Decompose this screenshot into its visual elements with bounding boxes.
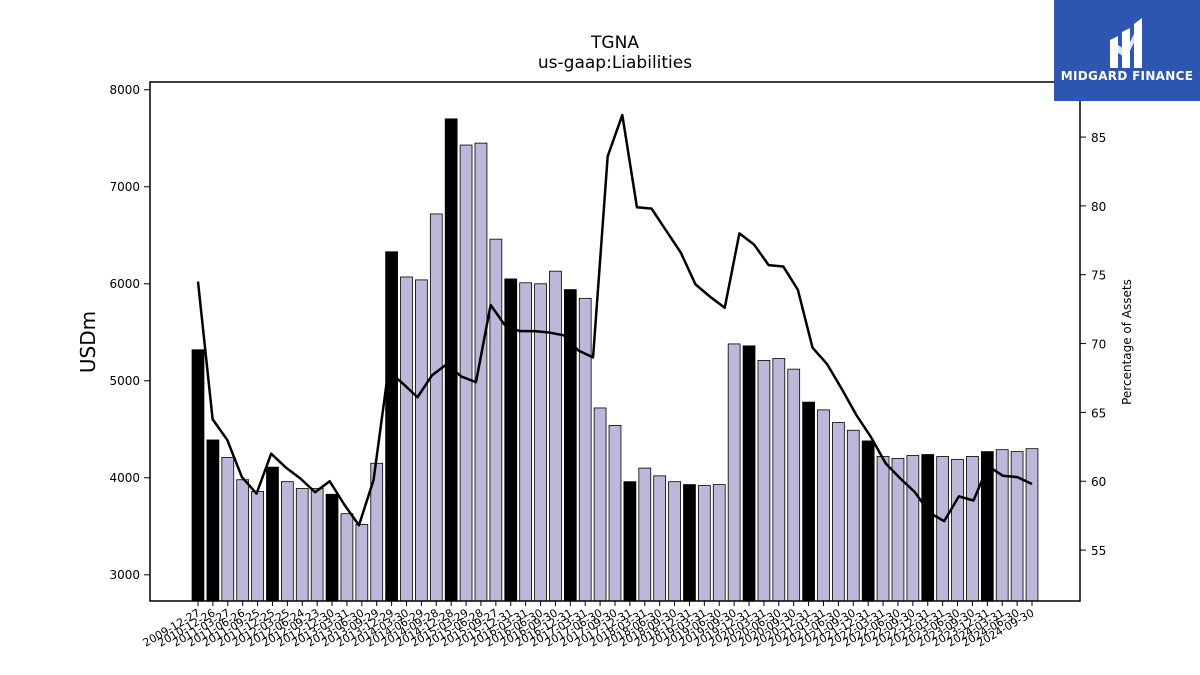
- bar: [802, 401, 815, 602]
- bar: [683, 484, 696, 602]
- y-tick-label: 7000: [109, 180, 140, 194]
- bar: [712, 484, 726, 602]
- bar: [653, 475, 667, 602]
- y2-tick-label: 60: [1091, 475, 1106, 489]
- line-series: [196, 113, 1033, 527]
- bar: [415, 279, 428, 602]
- bar-series: [191, 118, 1039, 602]
- bar: [355, 523, 369, 602]
- bar: [936, 456, 950, 602]
- y2-tick-label: 80: [1091, 200, 1106, 214]
- bar: [1010, 451, 1024, 602]
- bar: [623, 481, 637, 602]
- bar: [698, 485, 711, 602]
- y-tick-label: 3000: [109, 568, 140, 582]
- bar: [906, 455, 920, 602]
- bar: [191, 349, 205, 602]
- bar: [772, 358, 786, 602]
- bar: [1025, 448, 1039, 602]
- bar: [787, 368, 801, 602]
- chart-title: TGNA: [590, 33, 639, 53]
- bar: [638, 467, 652, 602]
- bar: [608, 425, 622, 602]
- bar: [817, 409, 830, 602]
- bar: [385, 251, 398, 602]
- bar: [757, 360, 771, 602]
- y-tick-label: 5000: [109, 374, 140, 388]
- y-tick-label: 4000: [109, 471, 140, 485]
- bar: [221, 457, 235, 602]
- y-tick-label: 8000: [109, 83, 140, 97]
- bar: [310, 488, 324, 602]
- x-axis: 2009-12-272010-12-262011-03-272011-06-26…: [141, 601, 1037, 650]
- y-axis-right: 55 60 65 70 75 80 85: [1080, 131, 1106, 558]
- bar: [280, 481, 294, 602]
- bar: [206, 439, 220, 602]
- bar: [966, 456, 979, 602]
- y2-tick-label: 75: [1091, 269, 1106, 283]
- y2-tick-label: 70: [1091, 338, 1106, 352]
- brand-name: MIDGARD FINANCE: [1060, 69, 1194, 83]
- y2-tick-label: 65: [1091, 406, 1106, 420]
- bar: [444, 118, 458, 602]
- bar: [876, 456, 890, 602]
- bar: [668, 481, 681, 602]
- brand-logo: MIDGARD FINANCE: [1054, 0, 1200, 101]
- y-axis-left: 3000 4000 5000 6000 7000 8000: [109, 83, 150, 582]
- bar: [980, 451, 994, 602]
- bar: [742, 345, 756, 602]
- bar: [429, 213, 443, 602]
- bar: [593, 407, 607, 602]
- bar: [951, 458, 964, 602]
- bar: [861, 440, 875, 602]
- y-axis-label: USDm: [76, 311, 100, 373]
- bar: [400, 276, 413, 602]
- pct-of-assets-line: [196, 113, 1033, 527]
- bar: [846, 429, 860, 602]
- y-tick-label: 6000: [109, 277, 140, 291]
- bar: [832, 422, 845, 602]
- bar: [325, 493, 339, 602]
- bar: [578, 297, 592, 602]
- bar: [549, 270, 562, 602]
- bar: [489, 238, 503, 602]
- y2-axis-label: Percentage of Assets: [1120, 279, 1134, 405]
- bar: [295, 488, 309, 602]
- bar: [459, 144, 473, 602]
- bar: [266, 466, 279, 602]
- bar: [236, 479, 250, 602]
- chart-subtitle: us-gaap:Liabilities: [538, 53, 692, 73]
- y2-tick-label: 85: [1091, 131, 1106, 145]
- y2-tick-label: 55: [1091, 544, 1106, 558]
- bar: [340, 513, 354, 602]
- bar: [727, 343, 741, 602]
- bar: [921, 454, 935, 602]
- bar: [251, 490, 264, 602]
- brand-mark-icon: [1110, 18, 1142, 68]
